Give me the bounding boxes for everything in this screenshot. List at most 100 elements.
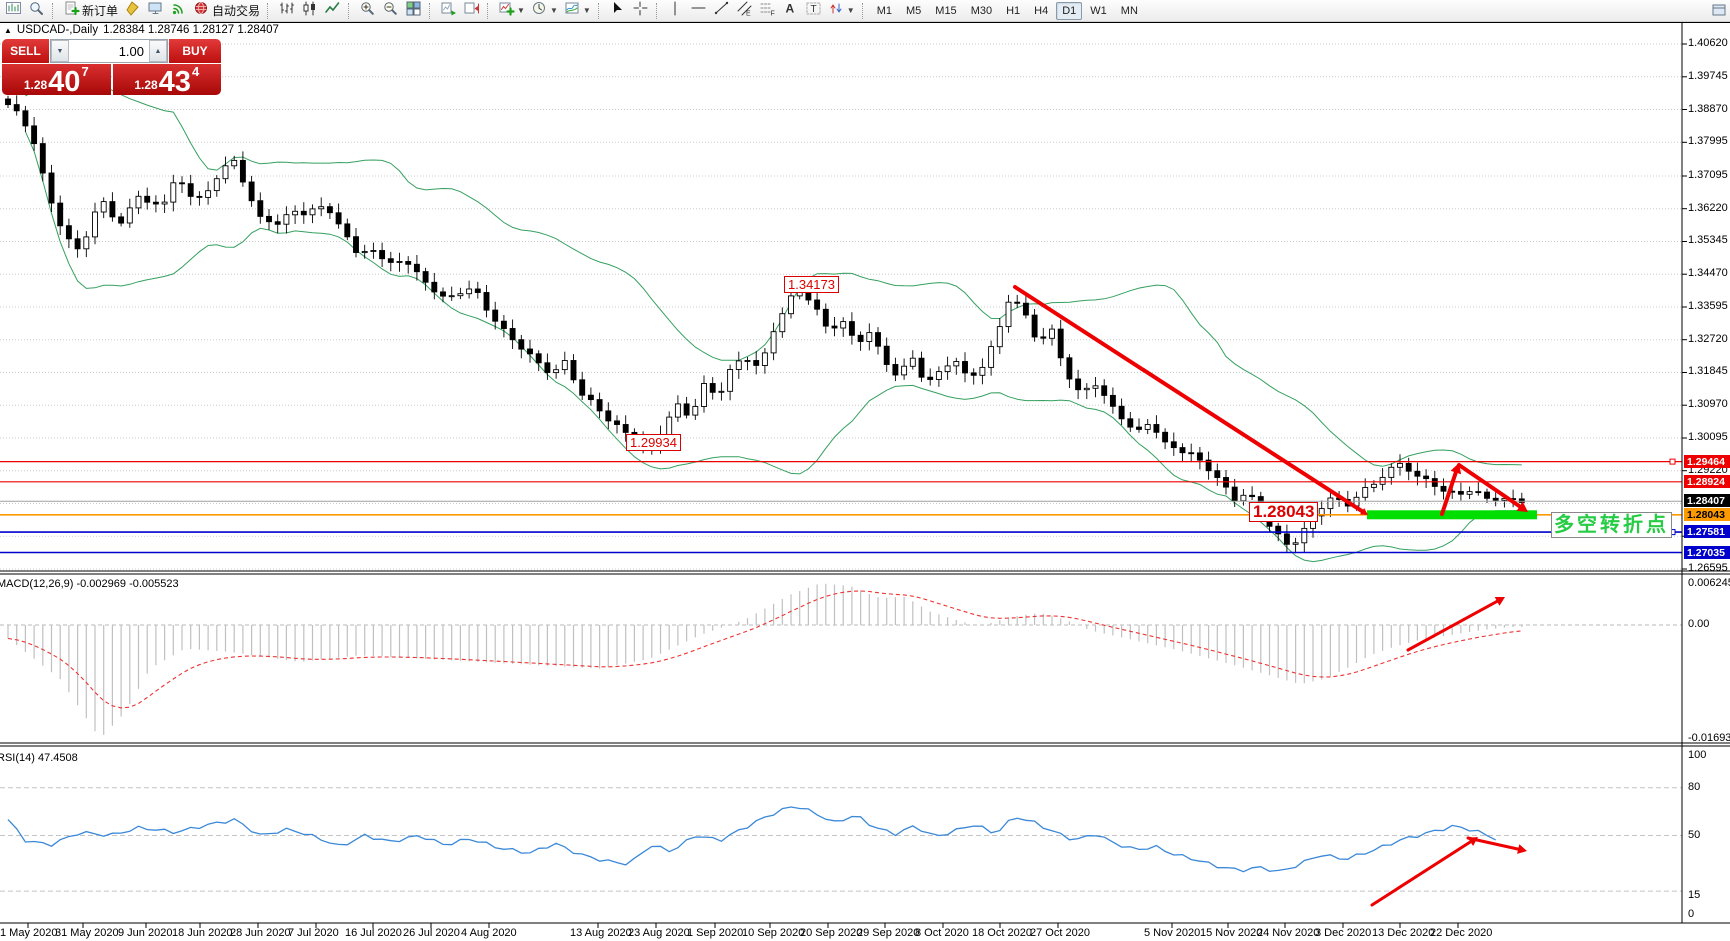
arrows-icon	[828, 0, 845, 22]
crosshair-icon[interactable]	[629, 0, 652, 21]
candlestick-chart-icon	[301, 0, 318, 22]
styles-icon[interactable]	[121, 0, 144, 21]
line-chart-icon	[324, 0, 341, 22]
magnifier-icon	[28, 0, 45, 22]
timeframe-m15-button[interactable]: M15	[935, 4, 957, 17]
zoom-out-icon[interactable]	[379, 0, 402, 21]
text-icon: A	[782, 0, 799, 22]
volume-increase-button[interactable]: ▲	[149, 40, 167, 62]
rsi-up-arrow	[1370, 837, 1478, 907]
chart-shift-icon[interactable]	[460, 0, 483, 21]
buy-price-prefix: 1.28	[134, 78, 158, 92]
chart-marker-icon: ▲	[4, 25, 12, 35]
toolbar-separator	[597, 2, 603, 19]
indicators-icon	[498, 0, 515, 22]
volume-input[interactable]: 1.00	[118, 43, 144, 59]
chart-shift-icon	[463, 0, 480, 22]
cursor-icon[interactable]	[606, 0, 629, 21]
toolbar-separator	[487, 2, 492, 19]
arrows-icon[interactable]: ▼	[825, 0, 858, 21]
buy-price-button[interactable]: 1.28 43 4	[112, 64, 221, 98]
swing-low-label[interactable]: 1.29934	[626, 434, 681, 451]
chevron-down-icon: ▼	[582, 6, 591, 15]
timeframe-h1-button[interactable]: H1	[1006, 4, 1021, 17]
sell-button[interactable]: SELL	[2, 39, 49, 63]
templates-icon[interactable]: ▼	[561, 0, 594, 21]
templates-icon	[564, 0, 581, 22]
toolbar-separator	[861, 2, 867, 19]
bar-chart-icon[interactable]	[275, 0, 298, 21]
volume-decrease-button[interactable]: ▼	[51, 40, 69, 62]
bar-chart-icon	[278, 0, 295, 22]
toolbar-separator	[429, 2, 434, 19]
price-down-arrow	[1457, 463, 1528, 512]
toolbar-separator	[348, 2, 353, 19]
chart-window-border	[0, 21, 1730, 23]
sell-price-prefix: 1.28	[23, 78, 48, 92]
charts-icon[interactable]	[2, 0, 25, 21]
new-order-button[interactable]: 新订单	[60, 0, 121, 21]
zoom-in-icon[interactable]	[356, 0, 379, 21]
signals-icon[interactable]	[167, 0, 190, 21]
docking-icon[interactable]	[1711, 2, 1728, 24]
trendline-icon[interactable]	[710, 0, 733, 21]
fibonacci-icon: F	[759, 0, 776, 22]
horizontal-line-icon[interactable]	[687, 0, 710, 21]
charts-icon	[5, 0, 22, 22]
fibonacci-icon[interactable]: F	[756, 0, 779, 21]
text-icon[interactable]: A	[779, 0, 802, 21]
magnifier-icon[interactable]	[25, 0, 48, 21]
key-level-label[interactable]: 1.28043	[1249, 502, 1319, 522]
zoom-out-icon	[382, 0, 399, 22]
timeframe-m1-button[interactable]: M1	[876, 4, 892, 17]
chart-title: ▲ USDCAD-,Daily 1.28384 1.28746 1.28127 …	[4, 24, 279, 36]
svg-text:F: F	[770, 10, 774, 17]
terminal-icon	[147, 0, 164, 22]
signals-icon	[170, 0, 187, 22]
text-label-icon[interactable]: T	[802, 0, 825, 21]
volume-box: ▼ 1.00 ▲	[50, 39, 168, 63]
styles-icon	[124, 0, 141, 22]
chart-title-ohlc: 1.28384 1.28746 1.28127 1.28407	[103, 24, 279, 36]
macd-up-arrow	[1406, 597, 1505, 652]
timeframe-mn-button[interactable]: MN	[1120, 4, 1138, 17]
toolbar-separator	[267, 2, 272, 19]
autotrade-button-label: 自动交易	[212, 4, 261, 18]
one-click-trading-panel: SELL ▼ 1.00 ▲ BUY 1.28 40 7 1.28 43 4	[2, 39, 221, 98]
vertical-line-icon[interactable]	[664, 0, 687, 21]
buy-price-big: 43	[158, 66, 191, 98]
periods-icon[interactable]: ▼	[528, 0, 561, 21]
toolbar: 新订单 自动交易 ▼ ▼ ▼ E F A T ▼ M1 M5 M15 M30 H1 H4 D1 W1 MN	[0, 0, 1730, 22]
candlestick-chart-icon[interactable]	[298, 0, 321, 21]
vertical-line-icon	[667, 0, 684, 22]
timeframe-d1-button[interactable]: D1	[1056, 1, 1083, 20]
timeframe-w1-button[interactable]: W1	[1090, 4, 1107, 17]
terminal-icon[interactable]	[144, 0, 167, 21]
trendline-icon	[713, 0, 730, 22]
toolbar-separator	[52, 2, 57, 19]
svg-text:T: T	[810, 4, 816, 15]
autotrade-button[interactable]: 自动交易	[190, 0, 263, 21]
line-chart-icon[interactable]	[321, 0, 344, 21]
timeframe-m30-button[interactable]: M30	[970, 4, 993, 17]
equidistant-channel-icon[interactable]: E	[733, 0, 756, 21]
tile-windows-icon[interactable]	[402, 0, 425, 21]
periods-icon	[531, 0, 548, 22]
buy-price-pip: 4	[191, 64, 200, 79]
swing-high-label[interactable]: 1.34173	[784, 276, 839, 293]
sell-price-button[interactable]: 1.28 40 7	[2, 64, 111, 97]
equidistant-channel-icon: E	[736, 0, 753, 22]
cursor-icon	[609, 0, 626, 22]
toolbar-separator	[655, 2, 661, 19]
timeframe-m5-button[interactable]: M5	[906, 4, 922, 17]
buy-button[interactable]: BUY	[169, 39, 221, 63]
timeframe-h4-button[interactable]: H4	[1034, 4, 1049, 17]
chart-title-symbol: USDCAD-,Daily	[16, 24, 99, 36]
turning-point-text[interactable]: 多空转折点	[1551, 512, 1672, 538]
indicators-icon[interactable]: ▼	[495, 0, 528, 21]
new-order-button-label: 新订单	[82, 4, 119, 18]
auto-scroll-icon[interactable]	[437, 0, 460, 21]
horizontal-line-icon	[690, 0, 707, 22]
